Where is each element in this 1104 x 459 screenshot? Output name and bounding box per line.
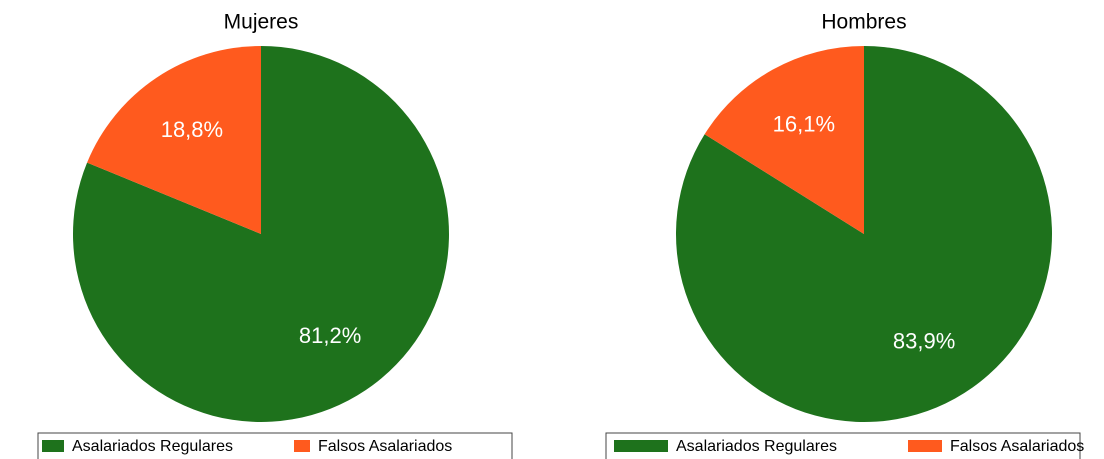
- chart-title: Mujeres: [224, 11, 299, 34]
- legend-swatch: [294, 440, 310, 452]
- legend-box: [605, 432, 1081, 459]
- legend-swatch: [42, 440, 64, 452]
- pie-slice: [704, 46, 864, 234]
- pie-slice: [87, 45, 262, 234]
- value-label: 83,9%: [893, 328, 955, 353]
- legend-swatch: [908, 440, 942, 452]
- value-label: 16,1%: [773, 111, 835, 136]
- legend-label: Falsos Asalariados: [318, 438, 452, 455]
- legend-box: [37, 432, 513, 459]
- legend-label: Falsos Asalariados: [950, 438, 1084, 455]
- legend-label: Asalariados Regulares: [676, 438, 837, 455]
- legend-swatch: [614, 440, 668, 452]
- chart-title: Hombres: [821, 11, 906, 34]
- legend-label: Asalariados Regulares: [72, 438, 233, 455]
- value-label: 81,2%: [299, 323, 361, 348]
- pie-slice: [72, 46, 449, 422]
- value-label: 18,8%: [161, 117, 223, 142]
